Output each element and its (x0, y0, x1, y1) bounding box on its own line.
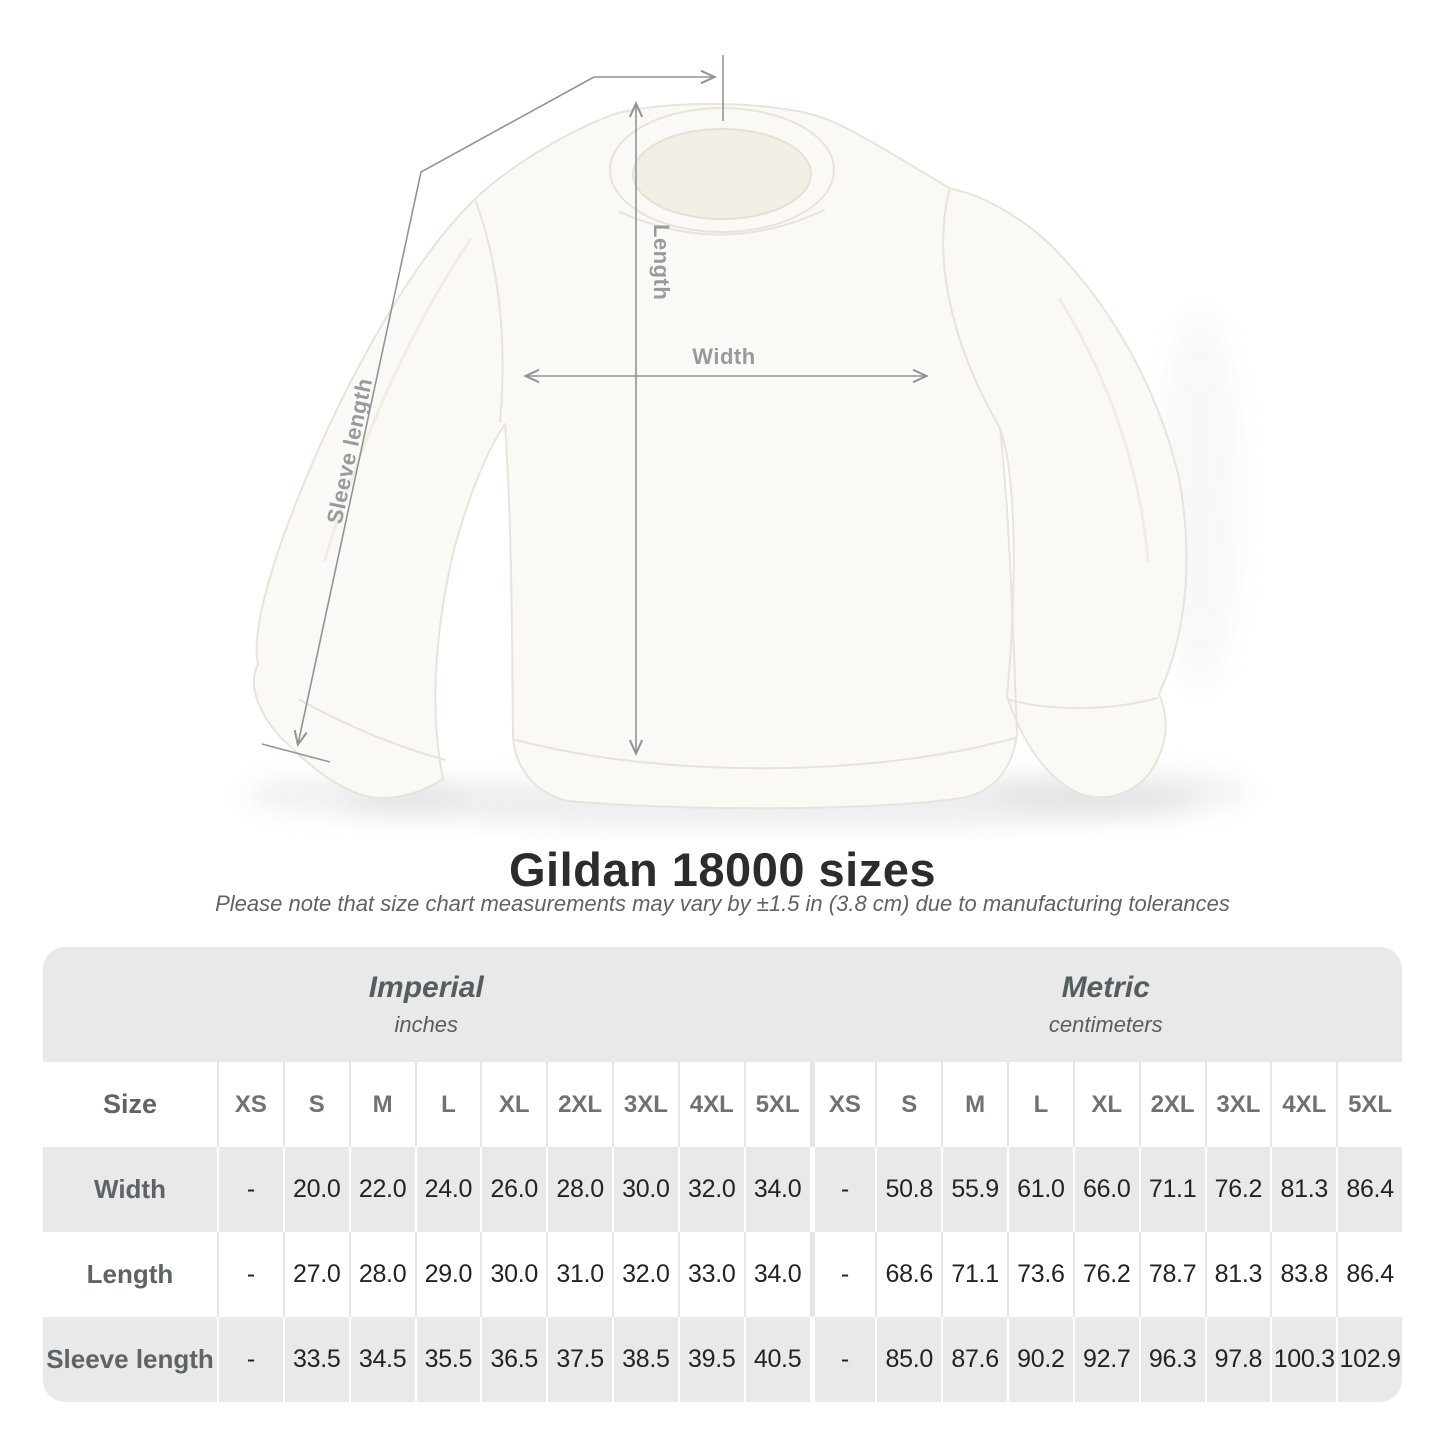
length-measure-label: Length (649, 224, 674, 301)
value-cell: 66.0 (1072, 1147, 1139, 1232)
garment-illustration (245, 55, 1250, 828)
size-col-header: S (282, 1062, 349, 1147)
value-cell: 85.0 (875, 1317, 942, 1402)
metric-group-title: Metric (1061, 971, 1150, 1004)
value-cell: 76.2 (1204, 1147, 1271, 1232)
value-cell: 78.7 (1138, 1232, 1205, 1317)
value-cell: 35.5 (414, 1317, 481, 1402)
size-col-header: XL (480, 1062, 547, 1147)
value-cell: 30.0 (480, 1232, 547, 1317)
value-cell: - (809, 1317, 876, 1402)
imperial-group-header: Imperial inches (43, 947, 810, 1062)
value-cell: 87.6 (941, 1317, 1007, 1402)
size-col-header: M (348, 1062, 415, 1147)
value-cell: 39.5 (677, 1317, 744, 1402)
size-col-header: 5XL (1336, 1062, 1402, 1147)
size-col-header: S (875, 1062, 942, 1147)
size-col-header: 4XL (677, 1062, 744, 1147)
sleeve-end-tick (261, 743, 331, 763)
size-col-header: M (941, 1062, 1007, 1147)
value-cell: 33.5 (282, 1317, 349, 1402)
value-cell: 34.0 (743, 1232, 810, 1317)
value-cell: 55.9 (941, 1147, 1007, 1232)
width-measure-label: Width (692, 344, 756, 369)
size-col-header: 2XL (1138, 1062, 1205, 1147)
value-cell: 29.0 (414, 1232, 481, 1317)
value-cell: 61.0 (1007, 1147, 1073, 1232)
value-cell: - (217, 1317, 283, 1402)
tolerance-note: Please note that size chart measurements… (215, 891, 1230, 916)
sleeve-length-arrow (293, 76, 595, 747)
row-label: Width (43, 1147, 217, 1232)
value-cell: 100.3 (1270, 1317, 1337, 1402)
value-cell: 30.0 (612, 1147, 678, 1232)
imperial-group-title: Imperial (368, 971, 484, 1004)
value-cell: 28.0 (348, 1232, 415, 1317)
imperial-group-unit: inches (394, 1012, 459, 1037)
value-cell: - (809, 1232, 876, 1317)
sweatshirt (253, 103, 1188, 810)
value-cell: 71.1 (1138, 1147, 1205, 1232)
value-cell: 83.8 (1270, 1232, 1337, 1317)
size-col-header: L (1007, 1062, 1073, 1147)
value-cell: 81.3 (1204, 1232, 1271, 1317)
value-cell: 86.4 (1336, 1232, 1402, 1317)
value-cell: 34.0 (743, 1147, 810, 1232)
value-cell: 102.9 (1336, 1317, 1402, 1402)
value-cell: 40.5 (743, 1317, 810, 1402)
value-cell: - (809, 1147, 876, 1232)
size-header-label: Size (43, 1062, 217, 1147)
value-cell: 86.4 (1336, 1147, 1402, 1232)
size-table: Imperial inches Metric centimeters Size X… (43, 947, 1402, 1402)
page-title: Gildan 18000 sizes (508, 843, 937, 896)
value-cell: 73.6 (1007, 1232, 1073, 1317)
value-cell: 92.7 (1072, 1317, 1139, 1402)
size-col-header: 3XL (612, 1062, 678, 1147)
size-col-header: 2XL (546, 1062, 612, 1147)
size-col-header: L (414, 1062, 481, 1147)
size-col-header: 4XL (1270, 1062, 1337, 1147)
value-cell: 50.8 (875, 1147, 942, 1232)
value-cell: 33.0 (677, 1232, 744, 1317)
value-cell: 27.0 (282, 1232, 349, 1317)
value-cell: 90.2 (1007, 1317, 1073, 1402)
value-cell: 28.0 (546, 1147, 612, 1232)
value-cell: 36.5 (480, 1317, 547, 1402)
row-label: Sleeve length (43, 1317, 217, 1402)
size-col-header: XS (217, 1062, 283, 1147)
size-col-header: XS (809, 1062, 876, 1147)
value-cell: 34.5 (348, 1317, 415, 1402)
row-label: Length (43, 1232, 217, 1317)
value-cell: 97.8 (1204, 1317, 1271, 1402)
metric-group-unit: centimeters (1048, 1012, 1163, 1037)
value-cell: - (217, 1232, 283, 1317)
value-cell: 37.5 (546, 1317, 612, 1402)
value-cell: 26.0 (480, 1147, 547, 1232)
value-cell: 32.0 (612, 1232, 678, 1317)
value-cell: 71.1 (941, 1232, 1007, 1317)
value-cell: 68.6 (875, 1232, 942, 1317)
value-cell: - (217, 1147, 283, 1232)
value-cell: 31.0 (546, 1232, 612, 1317)
value-cell: 76.2 (1072, 1232, 1139, 1317)
value-cell: 81.3 (1270, 1147, 1337, 1232)
value-cell: 22.0 (348, 1147, 415, 1232)
size-col-header: 3XL (1204, 1062, 1271, 1147)
value-cell: 38.5 (612, 1317, 678, 1402)
size-col-header: XL (1072, 1062, 1139, 1147)
value-cell: 32.0 (677, 1147, 744, 1232)
value-cell: 96.3 (1138, 1317, 1205, 1402)
value-cell: 24.0 (414, 1147, 481, 1232)
value-cell: 20.0 (282, 1147, 349, 1232)
size-col-header: 5XL (743, 1062, 810, 1147)
metric-group-header: Metric centimeters (809, 947, 1402, 1062)
